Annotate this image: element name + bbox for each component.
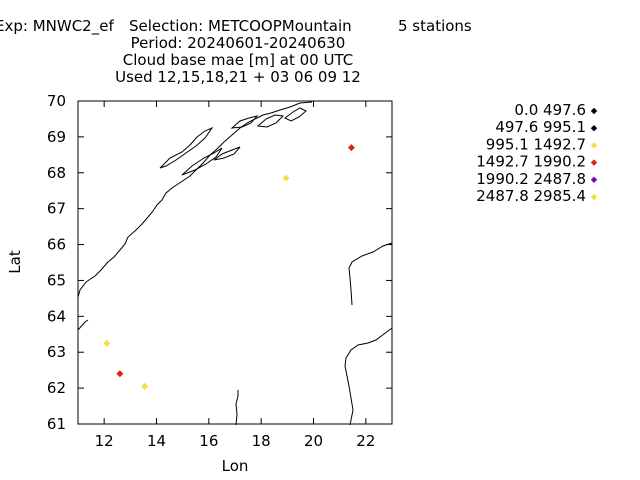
legend-marker xyxy=(590,125,598,132)
header-parameter: Cloud base mae [m] at 00 UTC xyxy=(123,51,353,69)
legend-label: 1990.2 2487.8 xyxy=(476,170,586,188)
y-tick-label: 64 xyxy=(47,307,66,325)
legend-marker xyxy=(590,193,598,201)
axis-ticks: 12 14 16 18 20 22 61 62 63 64 65 66 67 68 69 70 xyxy=(47,92,392,450)
station-marker xyxy=(103,339,111,347)
legend-label: 0.0 497.6 xyxy=(514,101,586,119)
y-tick-label: 62 xyxy=(47,379,66,397)
plot-frame xyxy=(77,100,393,425)
x-tick-label: 14 xyxy=(147,432,166,450)
legend-label: 2487.8 2985.4 xyxy=(476,187,586,205)
station-marker xyxy=(347,144,355,152)
station-marker xyxy=(282,174,290,182)
x-tick-label: 16 xyxy=(199,432,218,450)
y-axis-label: Lat xyxy=(6,250,24,274)
y-tick-label: 61 xyxy=(47,415,66,433)
header-station-count: 5 stations xyxy=(398,17,472,35)
x-tick-label: 20 xyxy=(304,432,323,450)
station-marker xyxy=(141,382,149,390)
legend-label: 1492.7 1990.2 xyxy=(476,153,586,171)
data-points xyxy=(103,144,355,390)
legend-marker xyxy=(590,159,598,166)
legend-label: 995.1 1492.7 xyxy=(486,135,586,153)
legend-marker xyxy=(590,107,598,115)
y-tick-label: 65 xyxy=(47,271,66,289)
x-axis-label: Lon xyxy=(222,457,249,475)
header-experiment: Exp: MNWC2_ef xyxy=(0,17,114,36)
x-tick-label: 12 xyxy=(95,432,114,450)
header-period: Period: 20240601-20240630 xyxy=(131,34,346,52)
legend-label: 497.6 995.1 xyxy=(495,118,586,136)
station-marker xyxy=(116,370,124,378)
y-tick-label: 68 xyxy=(47,164,66,182)
legend-marker xyxy=(590,176,598,183)
map-lines xyxy=(77,101,393,426)
x-tick-label: 18 xyxy=(252,432,271,450)
legend-marker xyxy=(590,142,598,149)
y-tick-label: 66 xyxy=(47,236,66,254)
header-used-times: Used 12,15,18,21 + 03 06 09 12 xyxy=(115,68,361,86)
y-tick-label: 67 xyxy=(47,200,66,218)
header-selection: Selection: METCOOPMountain xyxy=(129,17,352,35)
y-tick-label: 69 xyxy=(47,128,66,146)
y-tick-label: 63 xyxy=(47,343,66,361)
x-tick-label: 22 xyxy=(356,432,375,450)
y-tick-label: 70 xyxy=(47,92,66,110)
